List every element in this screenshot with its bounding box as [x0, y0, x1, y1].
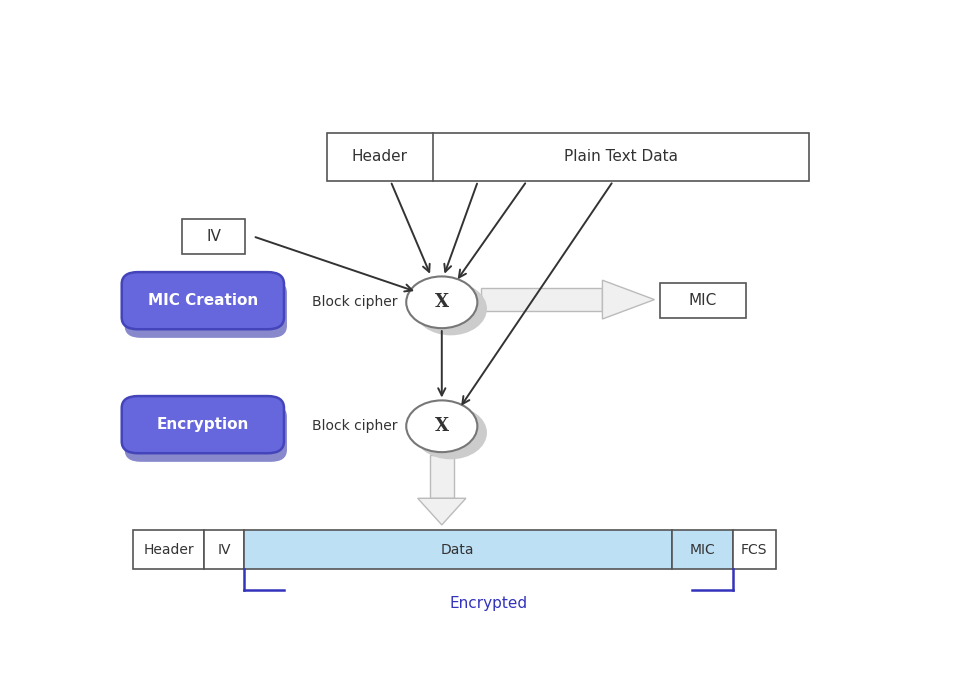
Text: Header: Header — [352, 149, 408, 164]
Text: X: X — [435, 417, 449, 435]
Text: IV: IV — [217, 542, 230, 556]
FancyBboxPatch shape — [121, 396, 284, 453]
Text: MIC Creation: MIC Creation — [148, 293, 258, 308]
Text: Header: Header — [143, 542, 194, 556]
FancyBboxPatch shape — [121, 272, 284, 329]
FancyBboxPatch shape — [124, 281, 287, 338]
Bar — [133, 531, 205, 569]
Text: MIC: MIC — [689, 293, 717, 309]
Polygon shape — [418, 498, 466, 525]
Bar — [205, 531, 244, 569]
Polygon shape — [602, 280, 655, 319]
Text: Plain Text Data: Plain Text Data — [564, 149, 678, 164]
Bar — [183, 218, 246, 254]
Text: FCS: FCS — [741, 542, 768, 556]
Text: Block cipher: Block cipher — [312, 419, 398, 433]
Bar — [327, 132, 809, 181]
Text: Encrypted: Encrypted — [449, 596, 527, 611]
Text: Block cipher: Block cipher — [312, 295, 398, 309]
Text: MIC: MIC — [689, 542, 715, 556]
Bar — [661, 284, 746, 318]
Bar — [733, 531, 775, 569]
FancyBboxPatch shape — [124, 405, 287, 462]
Text: X: X — [435, 293, 449, 312]
Text: IV: IV — [206, 229, 222, 244]
Bar — [481, 288, 602, 311]
Bar — [430, 455, 454, 498]
Circle shape — [415, 283, 487, 335]
Circle shape — [415, 407, 487, 459]
Bar — [672, 531, 733, 569]
Text: Encryption: Encryption — [157, 417, 250, 432]
Bar — [244, 531, 672, 569]
Circle shape — [406, 276, 477, 328]
Circle shape — [406, 400, 477, 452]
Text: Data: Data — [441, 542, 474, 556]
